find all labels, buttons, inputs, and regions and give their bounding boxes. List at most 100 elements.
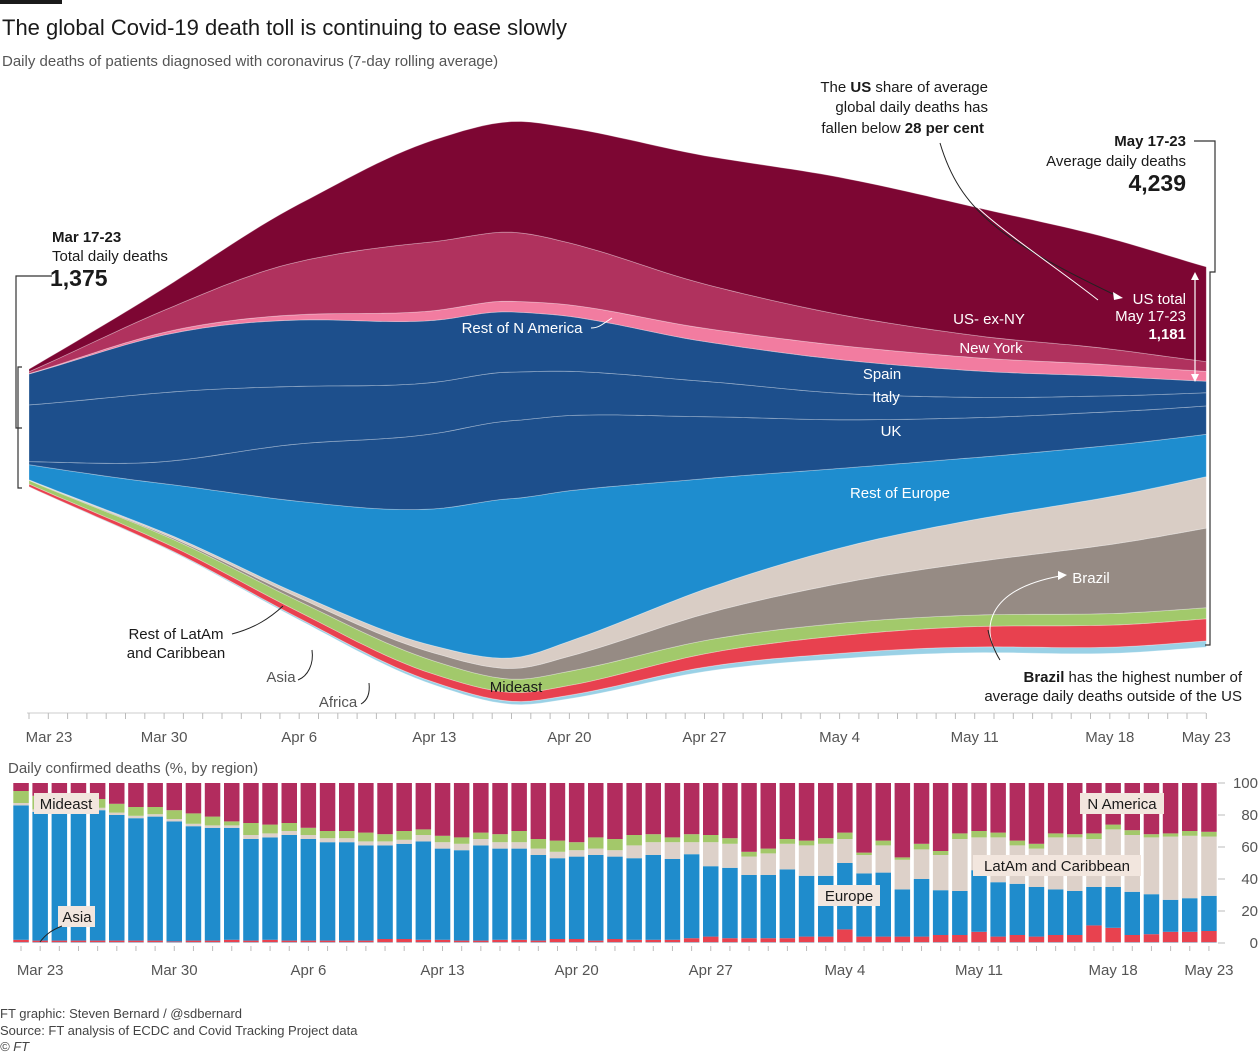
- bar: [568, 783, 585, 943]
- bar-segment-n-america: [109, 783, 125, 804]
- bar-segment-africa: [339, 942, 355, 943]
- bar-segment-asia: [952, 935, 968, 943]
- label-new-york: New York: [959, 340, 1023, 357]
- bar-segment-europe: [1009, 883, 1026, 935]
- bar-segment-europe: [741, 875, 757, 939]
- y-tick-label: 100: [1233, 775, 1258, 792]
- bar: [779, 783, 796, 943]
- bar-segment-asia: [856, 936, 872, 943]
- bar-segment-mideast: [530, 839, 547, 849]
- bar-segment-europe: [185, 826, 202, 941]
- bar-segment-n-america: [473, 783, 489, 833]
- bar-segment-asia: [128, 940, 144, 943]
- bar: [932, 783, 949, 943]
- bar-segment-n-america: [281, 783, 297, 823]
- bar-segment-latam: [511, 842, 527, 849]
- bar-segment-n-america: [664, 783, 681, 838]
- bar-segment-mideast: [1105, 824, 1121, 830]
- label-africa: Africa: [319, 694, 358, 711]
- bar-segment-mideast: [1124, 830, 1140, 835]
- bar-segment-latam: [856, 855, 872, 874]
- us-share-line-1: The US share of average: [820, 79, 988, 96]
- bar-segment-africa: [51, 942, 68, 943]
- bar-segment-africa: [281, 942, 297, 943]
- bar-segment-mideast: [741, 851, 757, 857]
- bar: [703, 783, 719, 943]
- x-tick-label: Apr 13: [412, 729, 456, 746]
- bar-segment-europe: [262, 837, 278, 940]
- bar-segment-asia: [664, 939, 681, 943]
- bar-segment-asia: [185, 940, 202, 943]
- bar-segment-europe: [971, 870, 987, 932]
- bar: [377, 783, 393, 943]
- bar: [13, 783, 29, 943]
- bar-segment-africa: [13, 942, 29, 943]
- bar-segment-asia: [51, 940, 68, 943]
- bar-segment-europe: [645, 855, 661, 940]
- bar: [626, 783, 642, 943]
- bar: [147, 783, 163, 943]
- bar-segment-africa: [434, 942, 451, 943]
- label-rest-of-europe: Rest of Europe: [850, 485, 950, 502]
- bar: [952, 783, 968, 943]
- bar-segment-europe: [128, 818, 144, 941]
- bar: [1162, 783, 1179, 943]
- bar-segment-mideast: [798, 840, 815, 846]
- label-box: [58, 906, 95, 927]
- bar-segment-n-america: [453, 783, 470, 838]
- bar-segment-europe: [109, 815, 125, 941]
- bar-segment-n-america: [224, 783, 240, 822]
- arrow-up-icon: [1191, 272, 1199, 280]
- bar-segment-africa: [875, 942, 891, 943]
- bar-segment-asia: [1105, 927, 1121, 943]
- label-box: [34, 793, 99, 814]
- footer-copyright: © FT: [0, 1039, 30, 1053]
- bar-segment-europe: [1067, 891, 1083, 935]
- bar-segment-africa: [971, 942, 987, 943]
- brazil-annotation: Brazil has the highest number of average…: [984, 571, 1243, 705]
- x-tick-label: Apr 6: [281, 729, 317, 746]
- bar-segment-mideast: [1182, 831, 1198, 836]
- bar-segment-africa: [1105, 942, 1121, 943]
- bar-segment-latam: [549, 851, 566, 859]
- layer-labels: Rest of N America US- ex-NY New York Spa…: [127, 311, 1110, 711]
- bar-segment-mideast: [128, 807, 144, 816]
- bar-segment-africa: [703, 942, 719, 943]
- bar: [894, 783, 911, 943]
- bar-segment-africa: [166, 942, 182, 943]
- bar-segment-n-america: [1009, 783, 1026, 841]
- bar-segment-africa: [1162, 942, 1179, 943]
- start-value: 1,375: [50, 265, 108, 291]
- bar-segment-europe: [818, 875, 834, 937]
- bar-segment-asia: [1028, 936, 1045, 943]
- bar-segment-latam: [798, 845, 815, 876]
- bar-segment-mideast: [147, 807, 163, 815]
- us-total-line-2: May 17-23: [1115, 308, 1186, 325]
- bar-label-n-america: N America: [1087, 796, 1157, 813]
- bar-segment-n-america: [626, 783, 642, 835]
- bar-label-europe: Europe: [825, 888, 873, 905]
- bar-segment-n-america: [837, 783, 853, 833]
- bar-segment-europe: [166, 821, 182, 942]
- bar-segment-europe: [1028, 887, 1045, 937]
- bar-segment-africa: [185, 942, 202, 943]
- bar-segment-mideast: [358, 832, 374, 842]
- bar-segment-asia: [932, 935, 949, 943]
- label-us-ex-ny: US- ex-NY: [953, 311, 1025, 328]
- bar-segment-africa: [492, 942, 508, 943]
- bar: [664, 783, 681, 943]
- bar-segment-africa: [683, 942, 700, 943]
- bar-segment-asia: [396, 939, 412, 943]
- start-period: Mar 17-23: [52, 229, 121, 246]
- bar-segment-africa: [894, 942, 911, 943]
- bar-segment-africa: [779, 942, 796, 943]
- bar-segment-asia: [549, 939, 566, 943]
- label-rest-n-america: Rest of N America: [462, 320, 584, 337]
- bar-segment-europe: [147, 816, 163, 941]
- bar-segment-africa: [1182, 942, 1198, 943]
- bar-segment-asia: [415, 939, 432, 943]
- bar-segment-africa: [760, 942, 776, 943]
- bar-segment-africa: [626, 942, 642, 943]
- bar: [166, 783, 182, 943]
- bar-segment-africa: [70, 942, 87, 943]
